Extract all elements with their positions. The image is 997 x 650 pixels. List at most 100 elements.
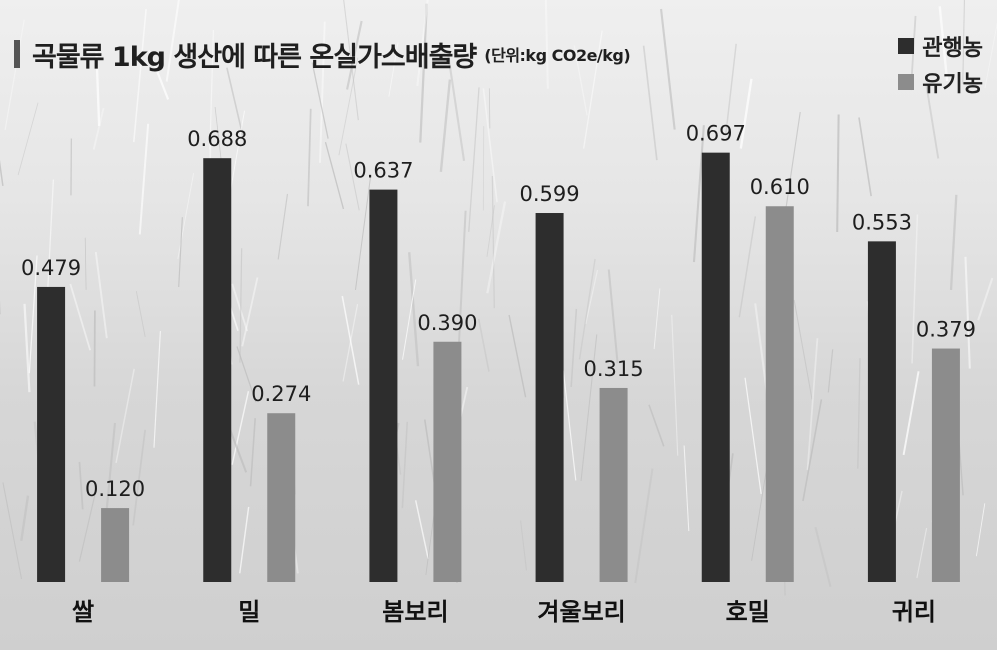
value-label-conventional-3: 0.599 (520, 182, 580, 206)
wheat-stalk (806, 338, 819, 471)
wheat-stalk (307, 108, 312, 207)
wheat-stalk (814, 527, 832, 588)
wheat-stalk (683, 445, 690, 532)
wheat-stalk (135, 291, 146, 337)
wheat-stalk (447, 54, 466, 161)
wheat-stalk (962, 0, 965, 85)
wheat-stalk (580, 334, 598, 481)
wheat-stalk (671, 314, 679, 456)
value-label-organic-3: 0.315 (584, 357, 644, 381)
wheat-stalk (793, 299, 813, 400)
wheat-stalk (508, 314, 527, 398)
wheat-stalk (249, 418, 256, 487)
bar-conventional-0 (37, 286, 66, 582)
wheat-stalk (938, 6, 949, 82)
value-label-conventional-5: 0.553 (852, 210, 912, 234)
wheat-stalk (0, 159, 4, 187)
value-label-conventional-1: 0.688 (187, 127, 247, 151)
category-label-5: 귀리 (892, 598, 936, 626)
wheat-stalk (858, 117, 872, 197)
wheat-stalk (573, 45, 588, 116)
wheat-stalk (4, 19, 25, 130)
wheat-stalk (78, 495, 96, 562)
wheat-stalk (744, 377, 762, 494)
wheat-stalk (648, 404, 665, 447)
wheat-stalk (562, 370, 577, 481)
wheat-stalk (138, 123, 150, 235)
wheat-stalk (132, 429, 146, 526)
value-label-organic-5: 0.379 (916, 318, 976, 342)
wheat-stalk (827, 349, 834, 393)
value-label-organic-1: 0.274 (251, 382, 311, 406)
value-label-organic-0: 0.120 (85, 477, 145, 501)
wheat-stalk (725, 43, 737, 134)
value-label-organic-2: 0.390 (417, 311, 477, 335)
wheat-stalk (544, 0, 549, 89)
wheat-stalk (653, 288, 661, 350)
wheat-stalk (2, 482, 23, 580)
wheat-stalk (401, 421, 409, 509)
wheat-stalk (984, 22, 997, 89)
wheat-stalk (388, 42, 399, 97)
wheat-stalk (324, 141, 345, 210)
legend-label-conventional: 관행농 (922, 36, 983, 61)
wheat-stalk (468, 87, 480, 232)
bar-conventional-3 (535, 213, 564, 583)
title-marker (14, 40, 20, 68)
wheat-stalk (231, 391, 250, 465)
wheat-stalk (148, 50, 170, 100)
wheat-stalk (28, 255, 38, 374)
wheat-stalk (949, 194, 958, 290)
wheat-stalk (486, 201, 507, 294)
legend-label-organic: 유기농 (922, 72, 983, 97)
wheat-stalk (311, 62, 329, 139)
wheat-stalk (585, 270, 599, 325)
wheat-stalk (477, 318, 490, 372)
category-label-2: 봄보리 (382, 598, 448, 626)
wheat-stalk (520, 520, 528, 571)
wheat-stalk (231, 283, 249, 332)
bar-organic-1 (267, 413, 296, 582)
legend-swatch-organic (898, 74, 915, 90)
wheat-stalk (486, 205, 495, 257)
category-label-4: 호밀 (726, 598, 770, 626)
wheat-stalk (319, 21, 326, 163)
wheat-stalk (115, 368, 135, 464)
wheat-stalk (739, 78, 753, 149)
wheat-stalk (69, 283, 92, 351)
bar-conventional-1 (203, 158, 232, 582)
wheat-stalk (341, 295, 360, 385)
wheat-stalk (226, 67, 246, 144)
wheat-stalk (277, 193, 289, 260)
wheat-stalk (342, 303, 359, 382)
wheat-stalk (239, 248, 243, 363)
wheat-stalk (402, 279, 417, 360)
bar-organic-4 (765, 206, 794, 583)
wheat-stalk (692, 125, 705, 263)
wheat-stalk (354, 177, 371, 291)
wheat-stalk (964, 256, 971, 369)
bar-organic-5 (931, 348, 960, 582)
bar-conventional-2 (369, 189, 398, 582)
wheat-stalk (177, 173, 195, 260)
wheat-stalk (977, 277, 994, 321)
category-label-0: 쌀 (72, 598, 94, 626)
wheat-stalk (570, 308, 578, 387)
wheat-stalk (439, 79, 452, 172)
wheat-stalk (92, 107, 105, 150)
wheat-stalk (582, 30, 603, 149)
wheat-stalk (491, 175, 495, 309)
value-label-organic-4: 0.610 (750, 175, 810, 199)
legend-item-conventional: 관행농 (898, 28, 983, 64)
wheat-stalk (975, 503, 986, 557)
wheat-stalk (802, 399, 823, 502)
wheat-stalk (338, 57, 359, 156)
wheat-stalk (209, 30, 215, 150)
bar-organic-0 (101, 508, 130, 582)
wheat-stalk (132, 9, 147, 143)
wheat-stalk (46, 179, 55, 295)
bar-organic-2 (433, 341, 462, 582)
wheat-stalk (916, 527, 928, 579)
